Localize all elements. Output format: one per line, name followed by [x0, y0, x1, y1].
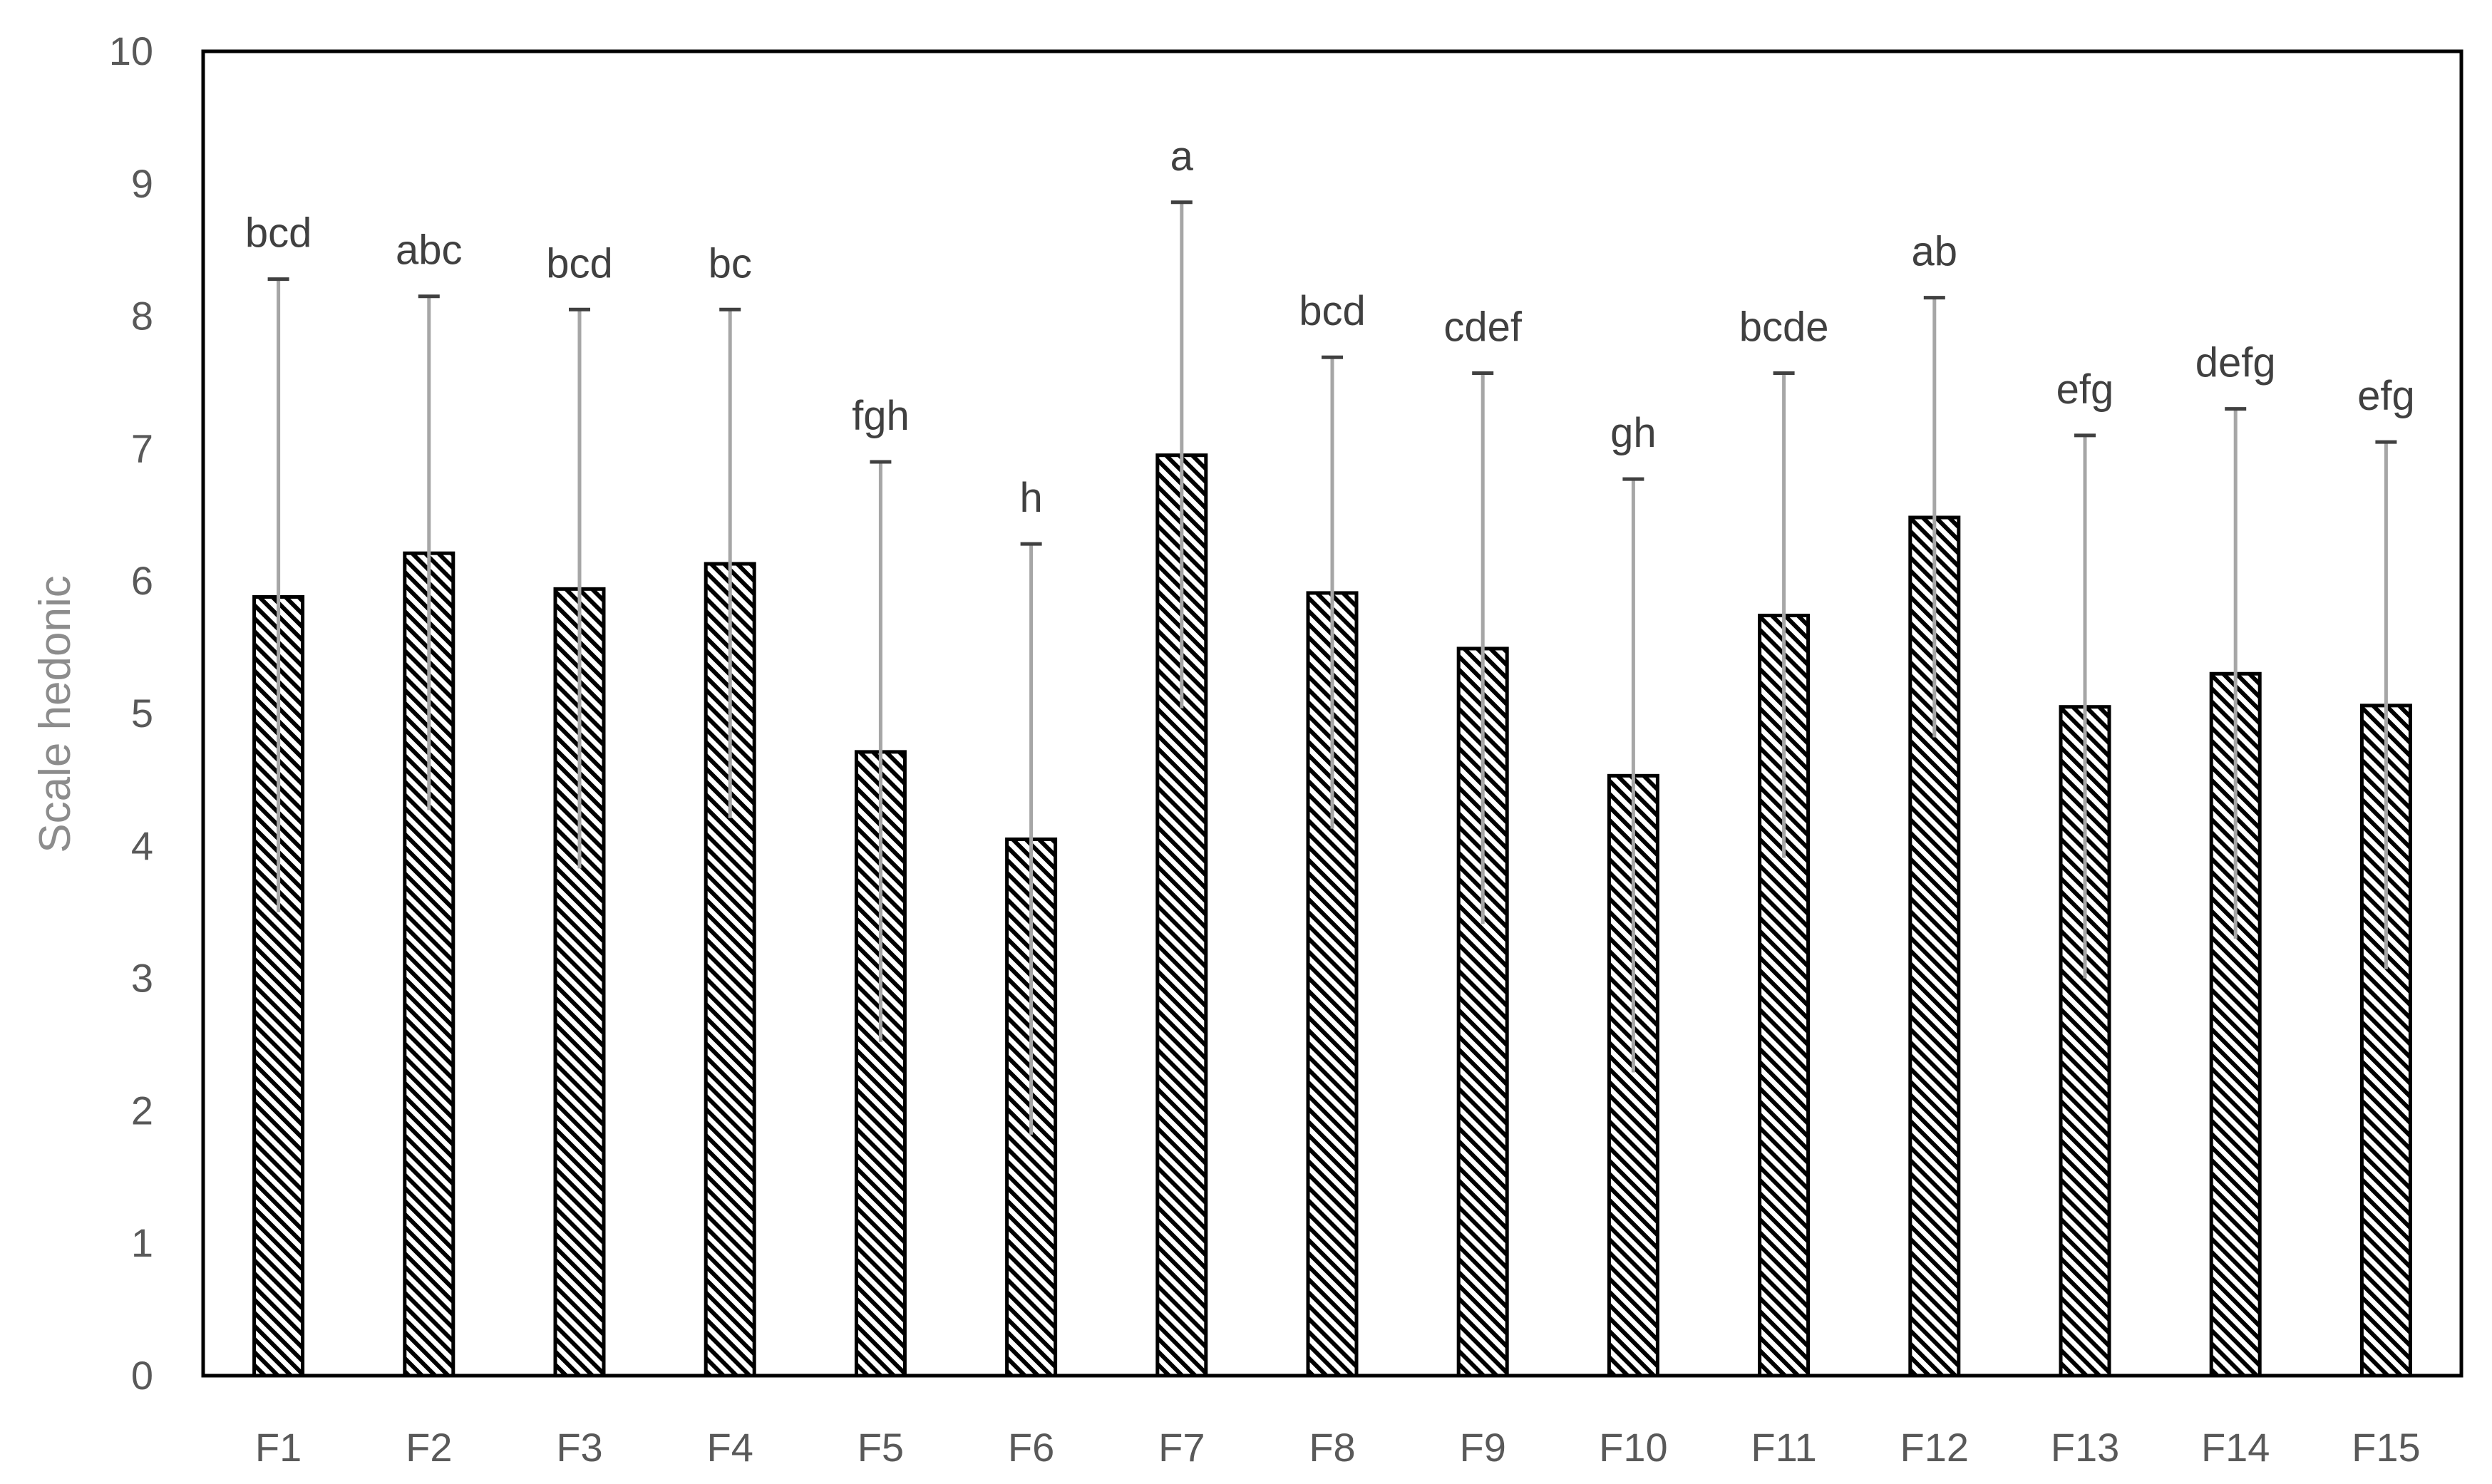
significance-label: bcd	[245, 210, 312, 257]
x-axis-ticks: F1 F2 F3 F4 F5 F6 F7 F8 F9 F10 F11 F12 F13 F14 F15	[255, 1425, 2421, 1470]
error-bar	[1322, 355, 1343, 829]
y-tick-label: 10	[109, 29, 153, 73]
x-tick-label: F13	[2051, 1425, 2120, 1470]
significance-label: abc	[396, 227, 463, 274]
y-tick-label: 9	[131, 161, 153, 206]
significance-label: ab	[1912, 229, 1958, 275]
significance-label: gh	[1610, 410, 1657, 456]
significance-label: bc	[709, 240, 752, 287]
significance-label: cdef	[1443, 304, 1523, 350]
x-tick-label: F11	[1751, 1425, 1816, 1470]
significance-label: efg	[2056, 366, 2114, 413]
error-bar	[870, 460, 892, 1042]
error-bar	[2375, 440, 2397, 969]
error-bar	[1020, 542, 1042, 1135]
significance-label: bcd	[546, 240, 613, 287]
x-tick-label: F1	[255, 1425, 302, 1470]
bar	[553, 587, 606, 1378]
error-bar	[1622, 477, 1644, 1073]
significance-label: bcd	[1299, 288, 1366, 334]
error-bar	[1773, 371, 1795, 858]
x-tick-label: F8	[1309, 1425, 1355, 1470]
y-axis-title: Scale hedonic	[31, 575, 80, 853]
significance-label: efg	[2357, 373, 2415, 419]
significance-label: fgh	[852, 393, 910, 439]
error-bar	[569, 307, 590, 869]
x-tick-label: F3	[556, 1425, 602, 1470]
x-tick-label: F9	[1460, 1425, 1506, 1470]
bar	[1306, 591, 1359, 1378]
error-bar	[267, 277, 289, 912]
x-tick-label: F6	[1008, 1425, 1054, 1470]
x-tick-label: F15	[2352, 1425, 2421, 1470]
error-bar	[719, 307, 741, 818]
y-tick-label: 6	[131, 558, 153, 603]
error-bars	[267, 200, 2397, 1135]
x-tick-label: F10	[1599, 1425, 1668, 1470]
y-axis-ticks: 0 1 2 3 4 5 6 7 8 9 10	[109, 29, 153, 1398]
error-bar	[1472, 371, 1494, 924]
y-tick-label: 1	[131, 1220, 153, 1265]
error-bar	[1923, 296, 1945, 738]
bar	[1908, 515, 1961, 1378]
y-tick-label: 7	[131, 426, 153, 470]
y-tick-label: 4	[131, 823, 153, 868]
y-tick-label: 5	[131, 691, 153, 736]
significance-label: h	[1019, 475, 1042, 521]
significance-labels: bcd abc bcd bc fgh h a bcd cdef gh bcde ab efg defg ef…	[245, 133, 2415, 521]
y-tick-label: 2	[131, 1088, 153, 1133]
error-bar	[1170, 200, 1193, 708]
y-tick-label: 3	[131, 956, 153, 1001]
significance-label: bcde	[1739, 304, 1829, 350]
error-bar	[418, 294, 440, 810]
x-tick-label: F14	[2201, 1425, 2270, 1470]
error-bar	[2074, 433, 2096, 979]
x-tick-label: F7	[1158, 1425, 1205, 1470]
significance-label: defg	[2195, 340, 2276, 386]
y-tick-label: 8	[131, 294, 153, 339]
x-tick-label: F5	[858, 1425, 904, 1470]
y-tick-label: 0	[131, 1353, 153, 1398]
x-tick-label: F2	[406, 1425, 452, 1470]
x-tick-label: F12	[1900, 1425, 1970, 1470]
significance-label: a	[1170, 133, 1194, 180]
x-tick-label: F4	[707, 1425, 753, 1470]
error-bar	[2225, 407, 2247, 939]
